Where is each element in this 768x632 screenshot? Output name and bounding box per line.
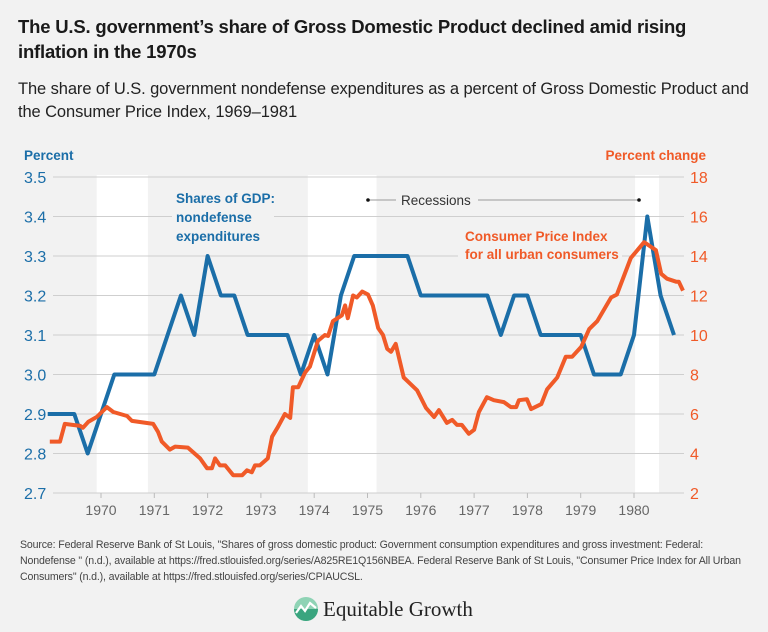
x-tick-label: 1980 <box>618 502 649 518</box>
recession-marker-dot <box>637 198 641 202</box>
right-tick-label: 6 <box>690 407 699 424</box>
right-tick-label: 4 <box>690 447 699 464</box>
x-tick-label: 1971 <box>139 502 170 518</box>
blue-series-label-line-3: expenditures <box>176 229 260 244</box>
label-bg <box>458 226 622 264</box>
equitable-growth-logo-icon <box>294 597 318 621</box>
source-note: Source: Federal Reserve Bank of St Louis… <box>20 539 741 583</box>
left-tick-label: 3.0 <box>24 368 46 385</box>
label-bg <box>398 190 476 210</box>
x-tick-label: 1976 <box>405 502 436 518</box>
left-tick-label: 3.3 <box>24 249 46 266</box>
orange-series-label-line-1: Consumer Price Index <box>465 229 608 244</box>
x-tick-label: 1979 <box>565 502 596 518</box>
left-tick-label: 3.5 <box>24 170 46 187</box>
right-tick-label: 16 <box>690 210 708 227</box>
left-axis-label: Percent <box>24 148 74 163</box>
right-tick-label: 8 <box>690 368 699 385</box>
logo: Equitable Growth <box>293 596 473 622</box>
gridlines <box>53 176 684 498</box>
x-tick-label: 1978 <box>512 502 543 518</box>
tick-labels: 3.5 18 3.4 16 3.3 14 3.2 12 3.1 10 3.0 8 2.9 6 2.8 4 2.7… <box>24 170 708 518</box>
left-tick-label: 3.4 <box>24 210 46 227</box>
x-tick-label: 1974 <box>299 502 330 518</box>
recession-marker-dot <box>366 198 370 202</box>
blue-series-label-line-1: Shares of GDP: <box>176 191 275 206</box>
recession-band <box>96 175 148 493</box>
chart-title: The U.S. government’s share of Gross Dom… <box>18 16 687 62</box>
x-tick-label: 1972 <box>192 502 223 518</box>
nondefense-share-line <box>47 214 676 456</box>
right-tick-label: 10 <box>690 328 708 345</box>
x-tick-label: 1973 <box>245 502 276 518</box>
left-tick-label: 2.8 <box>24 447 46 464</box>
left-tick-label: 3.2 <box>24 289 46 306</box>
right-tick-label: 14 <box>690 249 708 266</box>
chart-subtitle: The share of U.S. government nondefense … <box>18 80 749 121</box>
recession-band <box>307 175 377 493</box>
x-tick-label: 1970 <box>85 502 116 518</box>
label-bg <box>172 186 274 248</box>
left-tick-label: 2.7 <box>24 486 46 503</box>
right-tick-label: 18 <box>690 170 708 187</box>
cpi-line <box>49 240 685 478</box>
left-tick-label: 2.9 <box>24 407 46 424</box>
x-tick-label: 1977 <box>459 502 490 518</box>
right-tick-label: 2 <box>690 486 699 503</box>
right-tick-label: 12 <box>690 289 708 306</box>
series-lines <box>47 214 685 478</box>
recessions-label: Recessions <box>401 193 471 208</box>
right-axis-label: Percent change <box>605 148 706 163</box>
logo-text: Equitable Growth <box>323 596 473 621</box>
left-tick-label: 3.1 <box>24 328 46 345</box>
orange-series-label-line-2: for all urban consumers <box>465 247 619 262</box>
blue-series-label-line-2: nondefense <box>176 210 252 225</box>
annotations: Shares of GDP: nondefense expenditures C… <box>172 186 641 264</box>
x-tick-label: 1975 <box>352 502 383 518</box>
